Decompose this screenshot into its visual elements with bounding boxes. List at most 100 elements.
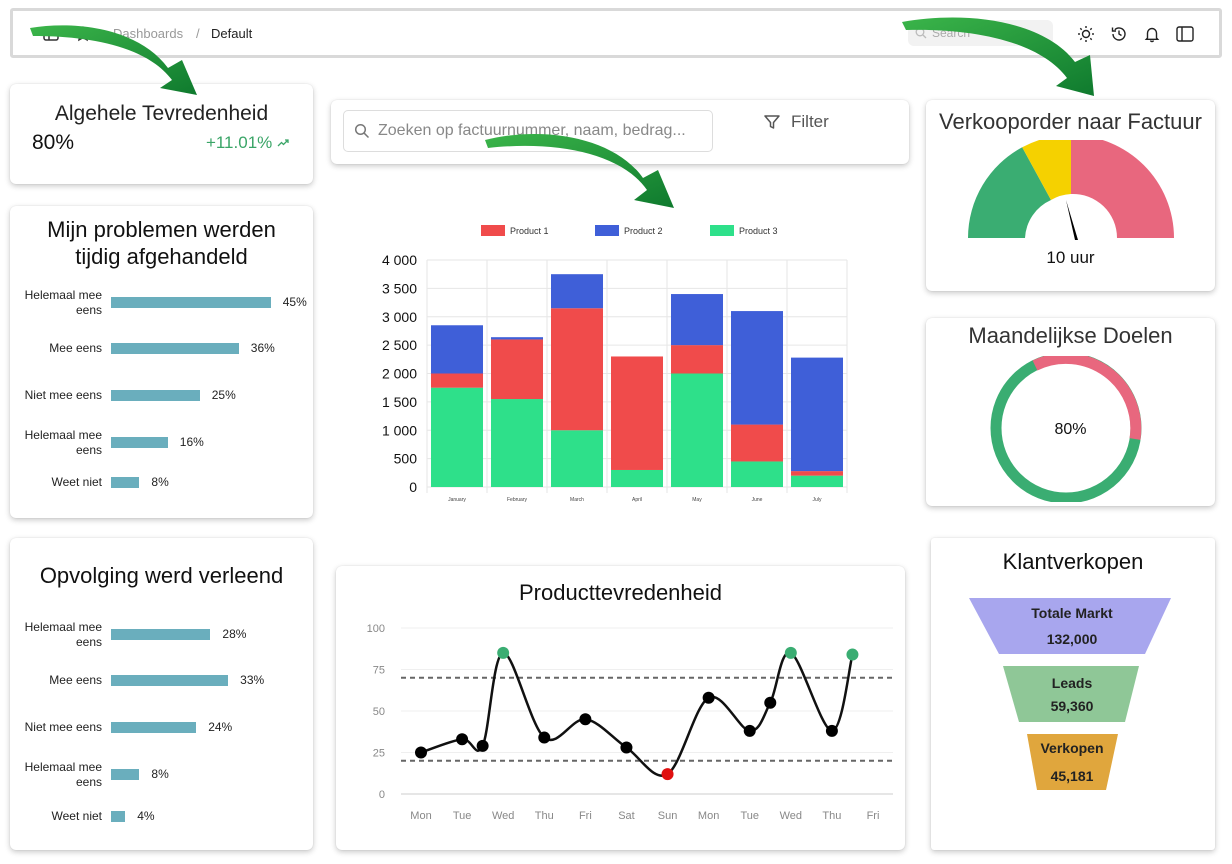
search-input[interactable]: Search: [908, 20, 1053, 46]
bar-segment: [731, 311, 783, 425]
panel-toggle-icon[interactable]: [1175, 24, 1195, 44]
bar-segment: [791, 357, 843, 472]
gauge-segment-green: [968, 147, 1051, 238]
bar-label: Helemaal mee eens: [24, 288, 102, 317]
bar-segment: [731, 461, 783, 487]
gauge-needle: [1066, 200, 1078, 240]
breadcrumb-separator: /: [196, 26, 200, 41]
search-filter-bar: Zoeken op factuurnummer, naam, bedrag...…: [331, 100, 909, 164]
sun-icon[interactable]: [1076, 24, 1096, 44]
bar-fill: [111, 629, 211, 640]
y-tick-label: 4 000: [382, 252, 417, 268]
x-tick-label: June: [752, 497, 763, 503]
breadcrumb-current: Default: [211, 26, 253, 41]
y-tick-label: 3 000: [382, 309, 417, 325]
bar-value: 8%: [151, 475, 169, 489]
data-point: [456, 733, 469, 746]
legend-label: Product 2: [624, 226, 663, 236]
breadcrumb-parent[interactable]: Dashboards: [113, 26, 184, 41]
search-icon: [915, 27, 927, 39]
y-tick-label: 0: [409, 479, 417, 495]
x-tick-label: February: [507, 497, 528, 503]
bar-label: Helemaal mee eens: [24, 428, 102, 457]
order-to-invoice-card: Verkooporder naar Factuur 10 uur: [926, 100, 1215, 291]
bar-value: 4%: [137, 809, 155, 823]
series-line: [420, 651, 854, 777]
filter-label: Filter: [791, 112, 829, 131]
sidebar-toggle-icon[interactable]: [41, 24, 61, 44]
invoice-search-input[interactable]: Zoeken op factuurnummer, naam, bedrag...: [343, 110, 713, 152]
bar-segment: [431, 325, 483, 374]
bar-segment: [611, 469, 663, 487]
followup-card: Opvolging werd verleend Helemaal mee een…: [10, 538, 313, 850]
bell-icon[interactable]: [1142, 24, 1162, 44]
x-tick-label: Wed: [780, 810, 802, 822]
x-tick-label: Fri: [867, 810, 880, 822]
bar-label: Mee eens: [49, 673, 102, 687]
gauge-segment-yellow: [1022, 140, 1071, 200]
card-title: Opvolging werd verleend: [39, 563, 284, 588]
bar-segment: [551, 430, 603, 487]
x-tick-label: Tue: [740, 810, 759, 822]
card-title: Klantverkopen: [1002, 549, 1144, 574]
bar-value: 33%: [240, 673, 265, 687]
filter-icon: [764, 115, 780, 129]
x-tick-label: May: [692, 497, 702, 503]
y-tick-label: 25: [373, 748, 385, 760]
bar-label: Niet mee eens: [24, 388, 102, 402]
legend-swatch: [710, 225, 734, 236]
bar-segment: [791, 475, 843, 487]
history-icon[interactable]: [1109, 24, 1129, 44]
data-point: [476, 739, 489, 752]
bar-value: 16%: [179, 435, 204, 449]
y-tick-label: 75: [373, 665, 385, 677]
bar-fill: [111, 769, 140, 780]
y-tick-label: 3 500: [382, 280, 417, 296]
stacked-bar-chart: Product 1 Product 2 Product 3 0 500 1 000 1 50…: [382, 225, 848, 503]
bar-label: Weet niet: [51, 475, 102, 489]
bar-value: 8%: [151, 767, 169, 781]
card-title: Mijn problemen werden tijdig afgehandeld: [10, 216, 313, 270]
satisfaction-value: 80%: [32, 131, 75, 154]
funnel-value: 59,360: [1050, 698, 1094, 714]
bar-segment: [491, 339, 543, 400]
bar-value: 28%: [222, 627, 247, 641]
bar-fill: [111, 297, 271, 308]
bar-list-row: Helemaal mee eens 45%: [10, 288, 313, 318]
bar-fill: [111, 675, 229, 686]
bar-list-row: Weet niet 8%: [10, 468, 313, 498]
data-point: [825, 724, 838, 737]
x-tick-label: Mon: [410, 810, 431, 822]
x-tick-label: Mon: [698, 810, 719, 822]
bar-segment: [671, 294, 723, 346]
y-tick-label: 1 000: [382, 422, 417, 438]
funnel-stage-sales: [1027, 734, 1118, 790]
donut-remaining: [1032, 356, 1142, 440]
filter-button[interactable]: Filter: [763, 112, 829, 132]
bar-segment: [671, 373, 723, 487]
bar-list-row: Helemaal mee eens 28%: [10, 620, 313, 650]
x-tick-label: Sat: [618, 810, 635, 822]
bar-list-row: Niet mee eens 25%: [10, 381, 313, 411]
monthly-goals-card: Maandelijkse Doelen 80%: [926, 318, 1215, 506]
gauge-value: 10 uur: [1046, 248, 1095, 267]
data-point: [415, 746, 427, 759]
bar-list-row: Helemaal mee eens 8%: [10, 760, 313, 790]
x-tick-label: Thu: [822, 810, 841, 822]
star-icon[interactable]: [73, 24, 93, 44]
funnel-label: Totale Markt: [1031, 605, 1113, 621]
customer-sales-card: Klantverkopen Totale Markt 132,000 Leads…: [931, 538, 1215, 850]
y-tick-label: 50: [373, 706, 385, 718]
data-point: [702, 691, 715, 704]
data-point: [620, 741, 633, 754]
bar-list-row: Weet niet 4%: [10, 802, 313, 832]
y-tick-label: 2 500: [382, 337, 417, 353]
x-tick-label: July: [813, 497, 822, 503]
data-point: [661, 768, 674, 781]
bar-segment: [551, 274, 603, 309]
x-tick-label: Thu: [535, 810, 554, 822]
bar-list-row: Niet mee eens 24%: [10, 713, 313, 743]
bar-segment: [491, 337, 543, 340]
bar-list-row: Mee eens 36%: [10, 334, 313, 364]
bar-segment: [491, 399, 543, 487]
